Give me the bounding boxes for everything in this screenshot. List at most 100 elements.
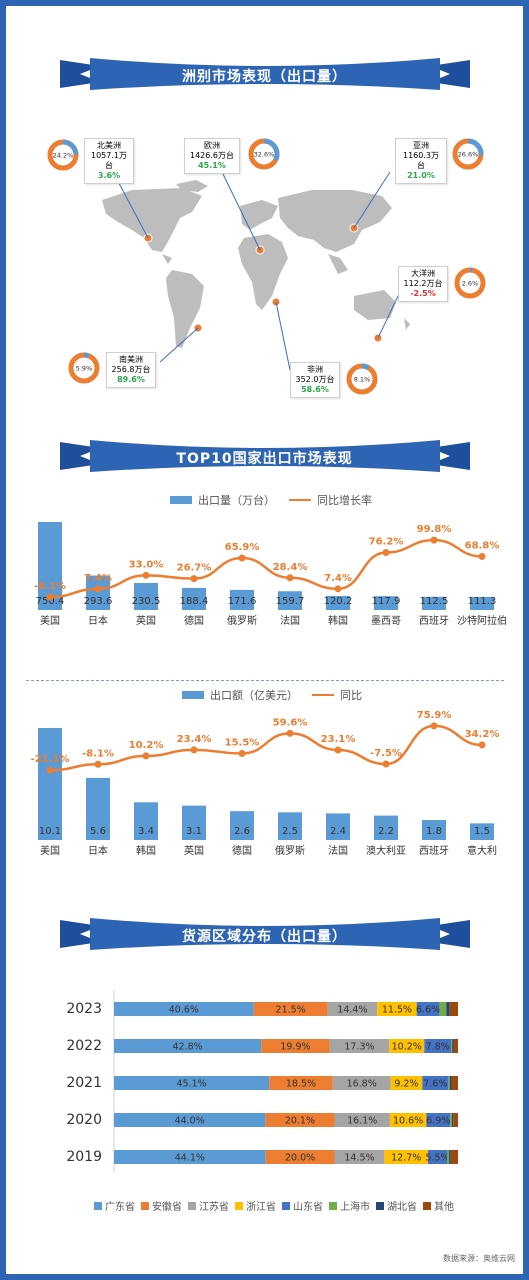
legend-item: 同比增长率 bbox=[289, 492, 372, 508]
growth-label: 7.4% bbox=[324, 573, 352, 584]
stack-segment bbox=[114, 1076, 270, 1090]
legend-item: 其他 bbox=[423, 1198, 454, 1213]
growth-label: 23.4% bbox=[177, 734, 212, 745]
growth-point bbox=[334, 746, 342, 754]
chart1-legend: 出口量（万台） 同比增长率 bbox=[170, 492, 386, 508]
donut-share-label: 5.9% bbox=[76, 365, 93, 373]
bar bbox=[374, 596, 398, 610]
growth-label: 23.1% bbox=[321, 734, 356, 745]
category-label: 美国 bbox=[40, 614, 60, 627]
bar bbox=[470, 823, 494, 840]
segment-label: 7.8% bbox=[426, 1042, 450, 1053]
callout-africa: 非洲 352.0万台 58.6% bbox=[290, 362, 340, 398]
growth-point bbox=[190, 746, 198, 754]
stack-segment bbox=[448, 1076, 450, 1090]
bar bbox=[422, 596, 446, 610]
stack-segment bbox=[416, 1002, 440, 1016]
growth-point bbox=[142, 752, 150, 760]
donut-europe: 32.6% bbox=[248, 138, 280, 170]
bar-label: 10.1 bbox=[39, 826, 61, 837]
section1-banner bbox=[60, 58, 470, 90]
bar bbox=[230, 589, 254, 610]
donut-share-arc bbox=[62, 139, 79, 155]
segment-label: 10.6% bbox=[393, 1116, 423, 1127]
region-name: 南美洲 bbox=[119, 355, 143, 364]
export-volume-chart: 750.4 美国 293.6 日本 230.5 英国 188.4 德国 171.6 俄罗斯 159.… bbox=[34, 522, 506, 627]
region-growth: 45.1% bbox=[198, 161, 226, 170]
bar-label: 2.6 bbox=[234, 826, 250, 837]
segment-label: 44.1% bbox=[175, 1153, 205, 1164]
bar-label: 188.4 bbox=[180, 596, 209, 607]
growth-label: 34.2% bbox=[465, 729, 500, 740]
stack-segment bbox=[453, 1039, 458, 1053]
category-label: 韩国 bbox=[136, 844, 156, 857]
stack-segment bbox=[329, 1039, 390, 1053]
section2-banner bbox=[60, 440, 470, 472]
bar-label: 750.4 bbox=[36, 596, 65, 607]
callout-europe: 欧洲 1426.6万台 45.1% bbox=[184, 138, 240, 174]
segment-label: 16.8% bbox=[347, 1079, 377, 1090]
data-source: 数据来源：奥维云网 bbox=[443, 1254, 515, 1263]
segment-label: 20.0% bbox=[285, 1153, 315, 1164]
stack-segment bbox=[253, 1002, 328, 1016]
stack-segment bbox=[114, 1002, 254, 1016]
donut-share-label: 32.6% bbox=[254, 151, 275, 159]
category-label: 澳大利亚 bbox=[366, 844, 406, 857]
bar bbox=[86, 575, 110, 610]
stack-segment bbox=[422, 1076, 449, 1090]
segment-label: 17.3% bbox=[344, 1042, 374, 1053]
year-label: 2019 bbox=[66, 1149, 102, 1165]
category-label: 俄罗斯 bbox=[227, 614, 257, 627]
region-growth: 3.6% bbox=[97, 171, 121, 180]
stack-segment bbox=[334, 1113, 390, 1127]
growth-point bbox=[478, 741, 486, 749]
growth-label: -8.1% bbox=[34, 581, 66, 592]
continent-section: 洲别市场表现（出口量） bbox=[0, 0, 529, 420]
stack-segment bbox=[390, 1076, 423, 1090]
category-label: 德国 bbox=[232, 844, 252, 857]
growth-point bbox=[430, 536, 438, 544]
chart2-legend: 出口额（亿美元） 同比 bbox=[182, 687, 376, 703]
donut-share-label: 8.1% bbox=[354, 376, 371, 384]
stack-segment bbox=[389, 1039, 425, 1053]
donut-north-america: 24.2% bbox=[47, 139, 79, 171]
bar-label: 159.7 bbox=[276, 596, 305, 607]
bar-label: 1.5 bbox=[474, 826, 490, 837]
callout-south-america: 南美洲 256.8万台 89.6% bbox=[106, 352, 156, 388]
stack-segment bbox=[453, 1113, 458, 1127]
donut-share-label: 24.2% bbox=[53, 152, 74, 160]
segment-label: 12.7% bbox=[391, 1153, 421, 1164]
region-growth: 58.6% bbox=[301, 385, 329, 394]
category-label: 西班牙 bbox=[419, 845, 449, 857]
legend-item: 广东省 bbox=[94, 1198, 135, 1213]
region-name: 非洲 bbox=[307, 365, 323, 374]
segment-label: 45.1% bbox=[176, 1079, 206, 1090]
donut-share-arc bbox=[467, 138, 484, 156]
year-label: 2020 bbox=[66, 1112, 102, 1128]
growth-label: 26.7% bbox=[177, 563, 212, 574]
growth-point bbox=[286, 574, 294, 582]
bar bbox=[182, 805, 206, 840]
bar bbox=[422, 820, 446, 840]
stack-segment bbox=[451, 1076, 458, 1090]
bar-label: 293.6 bbox=[84, 596, 113, 607]
region-volume: 256.8万台 bbox=[111, 365, 151, 374]
bar bbox=[86, 777, 110, 840]
donut-share-arc bbox=[263, 138, 280, 162]
stack-segment bbox=[334, 1150, 385, 1164]
bar-label: 230.5 bbox=[132, 596, 161, 607]
growth-label: 99.8% bbox=[417, 524, 452, 535]
segment-label: 9.2% bbox=[394, 1079, 418, 1090]
growth-point bbox=[94, 760, 102, 768]
bar bbox=[278, 591, 302, 610]
segment-label: 6.6% bbox=[416, 1005, 440, 1016]
stack-segment bbox=[114, 1039, 262, 1053]
growth-point bbox=[430, 722, 438, 730]
segment-label: 6.9% bbox=[426, 1116, 450, 1127]
growth-point bbox=[46, 766, 54, 774]
bar bbox=[278, 812, 302, 840]
segment-label: 40.6% bbox=[169, 1005, 199, 1016]
bar-label: 2.5 bbox=[282, 826, 298, 837]
year-label: 2023 bbox=[66, 1001, 102, 1017]
